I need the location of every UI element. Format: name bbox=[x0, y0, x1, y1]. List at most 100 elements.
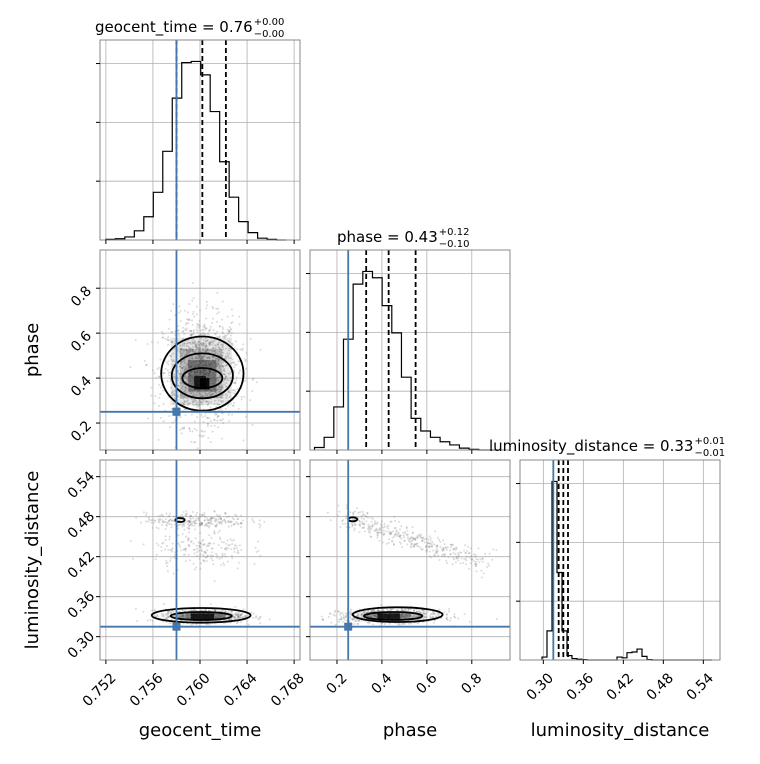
sample-point bbox=[447, 556, 450, 559]
sample-point bbox=[229, 396, 232, 399]
sample-point bbox=[190, 440, 193, 443]
sample-point bbox=[186, 351, 189, 354]
sample-point bbox=[480, 569, 483, 572]
sample-point bbox=[400, 615, 403, 618]
sample-point bbox=[158, 397, 161, 400]
sample-point bbox=[215, 365, 218, 368]
sample-point bbox=[180, 354, 183, 357]
sample-point bbox=[228, 330, 231, 333]
sample-point bbox=[367, 525, 370, 528]
sample-point bbox=[204, 391, 207, 394]
sample-point bbox=[196, 346, 199, 349]
sample-point bbox=[398, 536, 401, 539]
sample-point bbox=[400, 613, 403, 616]
sample-point bbox=[159, 358, 162, 361]
sample-point bbox=[211, 547, 214, 550]
sample-point bbox=[203, 345, 206, 348]
sample-point bbox=[422, 611, 425, 614]
sample-point bbox=[358, 615, 361, 618]
sample-point bbox=[204, 345, 207, 348]
sample-point bbox=[453, 613, 456, 616]
sample-point bbox=[400, 613, 403, 616]
sample-point bbox=[217, 531, 220, 534]
sample-point bbox=[198, 344, 201, 347]
sample-point bbox=[193, 370, 196, 373]
sample-point bbox=[464, 557, 467, 560]
sample-point bbox=[380, 622, 383, 625]
sample-point bbox=[221, 345, 224, 348]
sample-point bbox=[188, 380, 191, 383]
sample-point bbox=[204, 349, 207, 352]
sample-point bbox=[183, 399, 186, 402]
sample-point bbox=[180, 427, 183, 430]
sample-point bbox=[234, 382, 237, 385]
sample-point bbox=[164, 538, 167, 541]
sample-point bbox=[165, 512, 168, 515]
sample-point bbox=[218, 390, 221, 393]
sample-point bbox=[225, 619, 228, 622]
sample-point bbox=[213, 378, 216, 381]
sample-point bbox=[206, 395, 209, 398]
sample-point bbox=[224, 393, 227, 396]
sample-point bbox=[171, 330, 174, 333]
sample-point bbox=[205, 372, 208, 375]
sample-point bbox=[363, 523, 366, 526]
sample-point bbox=[216, 614, 219, 617]
sample-point bbox=[268, 618, 271, 621]
sample-point bbox=[399, 614, 402, 617]
sample-point bbox=[210, 382, 213, 385]
sample-point bbox=[456, 552, 459, 555]
sample-point bbox=[179, 348, 182, 351]
sample-point bbox=[412, 545, 415, 548]
sample-point bbox=[167, 360, 170, 363]
sample-point bbox=[477, 558, 480, 561]
sample-point bbox=[177, 616, 180, 619]
sample-point bbox=[233, 550, 236, 553]
sample-point bbox=[202, 355, 205, 358]
sample-point bbox=[366, 512, 369, 515]
sample-point bbox=[196, 371, 199, 374]
sample-point bbox=[405, 615, 408, 618]
sample-point bbox=[420, 609, 423, 612]
sample-point bbox=[209, 388, 212, 391]
sample-point bbox=[188, 615, 191, 618]
sample-point bbox=[433, 554, 436, 557]
sample-point bbox=[375, 616, 378, 619]
sample-point bbox=[185, 353, 188, 356]
sample-point bbox=[223, 335, 226, 338]
sample-point bbox=[191, 374, 194, 377]
sample-point bbox=[417, 621, 420, 624]
sample-point bbox=[188, 366, 191, 369]
sample-point bbox=[217, 614, 220, 617]
sample-point bbox=[402, 615, 405, 618]
sample-point bbox=[166, 521, 169, 524]
sample-point bbox=[358, 531, 361, 534]
sample-point bbox=[197, 363, 200, 366]
sample-point bbox=[185, 348, 188, 351]
sample-point bbox=[184, 369, 187, 372]
sample-point bbox=[217, 616, 220, 619]
y-tick-label: 0.36 bbox=[65, 588, 98, 621]
sample-point bbox=[193, 357, 196, 360]
sample-point bbox=[404, 607, 407, 610]
sample-point bbox=[167, 327, 170, 330]
sample-point bbox=[412, 609, 415, 612]
sample-point bbox=[235, 544, 238, 547]
sample-point bbox=[200, 337, 203, 340]
sample-point bbox=[201, 513, 204, 516]
sample-point bbox=[216, 615, 219, 618]
sample-point bbox=[189, 359, 192, 362]
sample-point bbox=[470, 555, 473, 558]
sample-point bbox=[203, 372, 206, 375]
sample-point bbox=[424, 545, 427, 548]
y-tick-label: 0.4 bbox=[68, 373, 95, 400]
sample-point bbox=[203, 362, 206, 365]
sample-point bbox=[199, 400, 202, 403]
sample-point bbox=[183, 348, 186, 351]
sample-point bbox=[170, 391, 173, 394]
sample-point bbox=[213, 402, 216, 405]
sample-point bbox=[218, 613, 221, 616]
sample-point bbox=[190, 379, 193, 382]
sample-point bbox=[225, 546, 228, 549]
sample-point bbox=[134, 339, 137, 342]
